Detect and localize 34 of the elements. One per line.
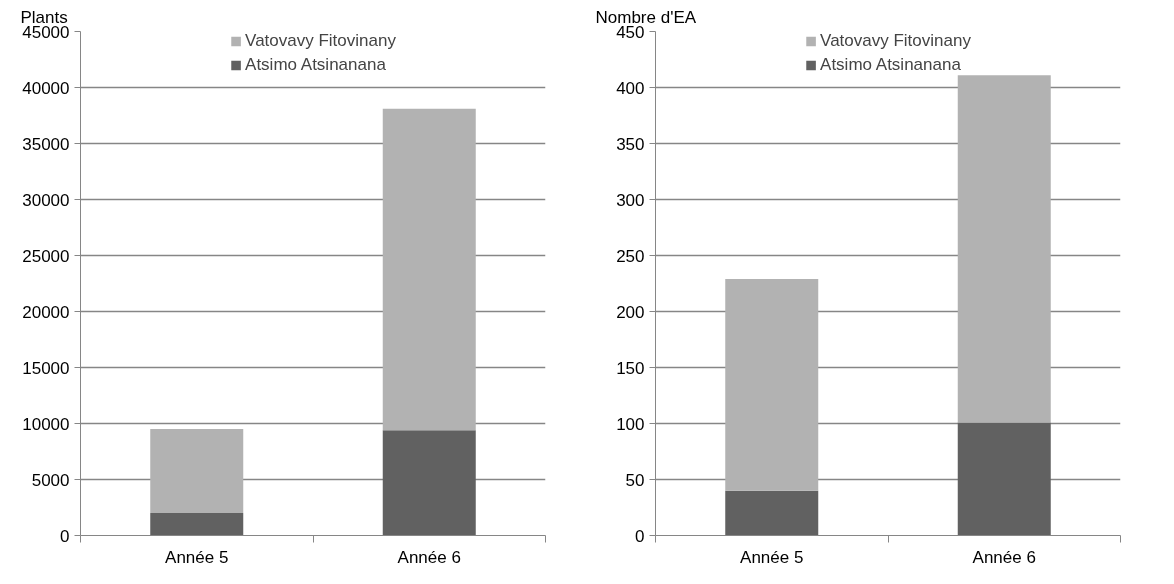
y-tick-label: 0 <box>635 526 645 546</box>
bar <box>382 430 476 536</box>
bar <box>957 75 1051 423</box>
y-tick-label: 250 <box>616 246 645 266</box>
y-tick-label: 15000 <box>22 358 70 378</box>
legend-label: Atsimo Atsinanana <box>245 55 386 75</box>
y-tick-label: 20000 <box>22 302 70 322</box>
bar <box>150 429 244 514</box>
y-tick-label: 30000 <box>22 190 70 210</box>
bar <box>725 490 819 536</box>
y-tick-label: 300 <box>616 190 645 210</box>
x-tick-label: Année 5 <box>740 547 804 567</box>
y-tick-label: 200 <box>616 302 645 322</box>
y-tick-label: 50 <box>625 470 645 490</box>
x-tick-label: Année 5 <box>165 547 229 567</box>
y-tick-label: 100 <box>616 414 645 434</box>
bar <box>725 279 819 491</box>
y-tick-label: 0 <box>60 526 70 546</box>
legend-label: Atsimo Atsinanana <box>820 55 961 75</box>
y-tick-label: 400 <box>616 78 645 98</box>
y-tick-label: 40000 <box>22 78 70 98</box>
legend-label: Vatovavy Fitovinany <box>245 31 396 51</box>
y-tick-label: 25000 <box>22 246 70 266</box>
y-tick-label: 10000 <box>22 414 70 434</box>
y-tick-label: 350 <box>616 134 645 154</box>
x-tick-label: Année 6 <box>397 547 461 567</box>
x-tick-label: Année 6 <box>972 547 1036 567</box>
legend-label: Vatovavy Fitovinany <box>820 31 971 51</box>
bar <box>150 513 244 536</box>
y-tick-label: 35000 <box>22 134 70 154</box>
y-tick-label: 5000 <box>31 470 70 490</box>
bar <box>382 108 476 431</box>
bar <box>957 422 1051 536</box>
y-tick-label: 150 <box>616 358 645 378</box>
